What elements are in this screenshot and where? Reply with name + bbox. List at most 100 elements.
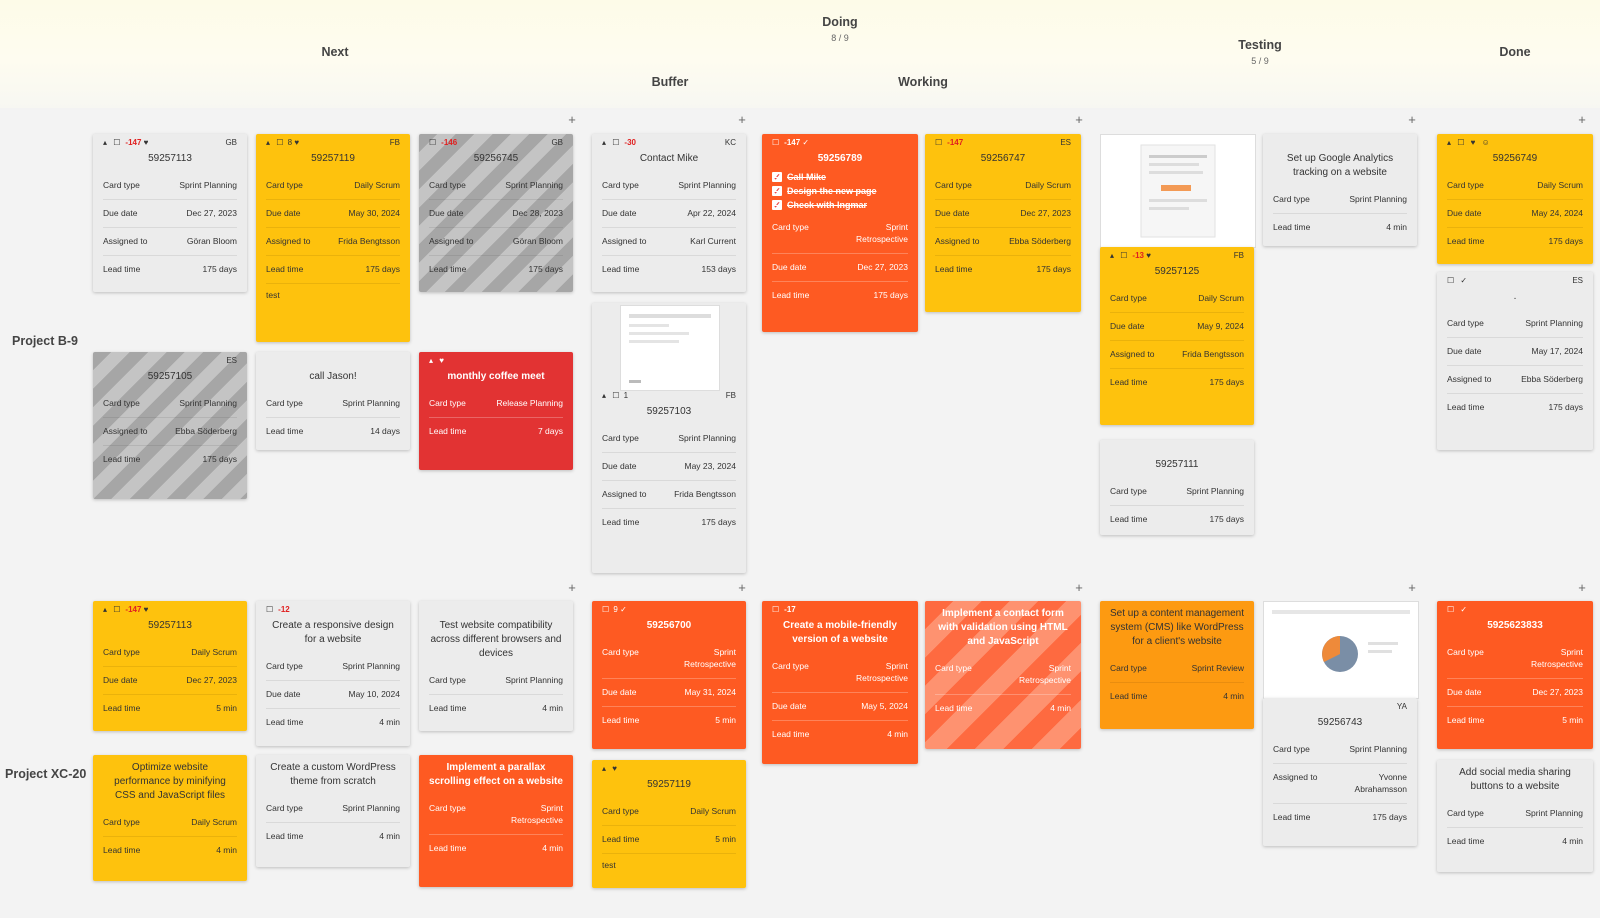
add-card-button[interactable]: +	[738, 112, 746, 127]
kanban-card[interactable]: YA 59256743 Card type Sprint Planning Ass…	[1263, 698, 1417, 846]
kanban-card[interactable]: ☐ -147 ES 59256747 Card type Daily Scrum Du…	[925, 134, 1081, 312]
card-title: 59256789	[817, 153, 863, 164]
field-label: Assigned to	[1447, 374, 1492, 384]
card-title: 59256749	[1492, 153, 1538, 164]
add-card-button[interactable]: +	[1075, 112, 1083, 127]
kanban-card[interactable]: call Jason! Card type Sprint Planning Lea…	[256, 352, 410, 450]
field-label: Card type	[1447, 318, 1484, 328]
kanban-card[interactable]: ☐ -147 ✓ 59256789 ✓ Call Mike ✓ Design the …	[762, 134, 918, 332]
kanban-card[interactable]: Add social media sharing buttons to a we…	[1437, 760, 1593, 872]
lead-time-value: 4 min	[379, 717, 400, 727]
field-label: Card type	[429, 675, 466, 685]
column-header-doing[interactable]: Doing	[822, 15, 858, 29]
checklist-item[interactable]: ✓ Design the new page	[772, 186, 908, 196]
add-card-button[interactable]: +	[1578, 112, 1586, 127]
field-label: Lead time	[266, 717, 304, 727]
kanban-card[interactable]: ☐ ✓ ES . Card type Sprint Planning Due dat…	[1437, 272, 1593, 450]
kanban-card[interactable]: ☐ -17 Create a mobile-friendly version of…	[762, 601, 918, 764]
kanban-card[interactable]: ▴ ☐ -147 ♥ GB 59257113 Card type Sprint Pla…	[93, 134, 247, 292]
column-header-next[interactable]: Next	[321, 45, 349, 59]
checkbox-checked-icon[interactable]: ✓	[772, 172, 782, 182]
card-note: test	[266, 290, 280, 300]
card-flag-icons: ▴ ☐	[602, 391, 622, 400]
add-card-button[interactable]: +	[568, 580, 576, 595]
card-title: Test website compatibility across differ…	[430, 620, 562, 659]
due-date-value: May 30, 2024	[348, 208, 400, 218]
kanban-card[interactable]: ▴ ☐ ♥ ☺ 59256749 Card type Daily Scrum Du…	[1437, 134, 1593, 264]
card-type-value: Daily Scrum	[1198, 293, 1244, 303]
attachment-thumbnail[interactable]	[620, 305, 720, 391]
kanban-card[interactable]: ☐ -146 GB 59256745 Card type Sprint Plannin…	[419, 134, 573, 292]
kanban-card[interactable]: ☐ -12 Create a responsive design for a we…	[256, 601, 410, 746]
kanban-card[interactable]: ▴ ☐ 1 FB 59257103 Card type Sprint Plannin…	[592, 303, 746, 573]
checklist-item[interactable]: ✓ Call Mike	[772, 172, 908, 182]
lead-time-value: 4 min	[542, 843, 563, 853]
checkbox-checked-icon[interactable]: ✓	[772, 186, 782, 196]
kanban-card[interactable]: Set up a content management system (CMS)…	[1100, 601, 1254, 729]
card-title: Set up a content management system (CMS)…	[1110, 608, 1244, 647]
add-card-button[interactable]: +	[568, 112, 576, 127]
kanban-card[interactable]: ▴ ♥ monthly coffee meet Card type Release…	[419, 352, 573, 470]
attachment-thumbnail[interactable]	[1263, 601, 1419, 699]
add-card-button[interactable]: +	[738, 580, 746, 595]
assignee-value: Ebba Söderberg	[1009, 236, 1071, 246]
calendar-icon: ☐	[935, 138, 945, 147]
column-header-buffer[interactable]: Buffer	[651, 75, 689, 89]
kanban-card[interactable]: Implement a contact form with validation…	[925, 601, 1081, 749]
due-date-value: May 10, 2024	[348, 689, 400, 699]
attachment-thumbnail[interactable]	[1100, 134, 1256, 248]
kanban-card[interactable]: Implement a parallax scrolling effect on…	[419, 755, 573, 887]
field-label: Due date	[772, 262, 807, 272]
assignee-initials: FB	[725, 391, 736, 400]
add-card-button[interactable]: +	[1408, 580, 1416, 595]
field-label: Lead time	[1273, 812, 1311, 822]
field-label: Card type	[1273, 744, 1310, 754]
checkbox-checked-icon[interactable]: ✓	[772, 200, 782, 210]
kanban-card[interactable]: Test website compatibility across differ…	[419, 601, 573, 731]
kanban-card[interactable]: 59257111 Card type Sprint Planning Lead t…	[1100, 440, 1254, 535]
column-header-testing[interactable]: Testing	[1238, 38, 1282, 52]
add-card-button[interactable]: +	[1408, 112, 1416, 127]
kanban-card[interactable]: ▴ ♥ 59257119 Card type Daily Scrum Lead t…	[592, 760, 746, 888]
card-title: 59257111	[1155, 459, 1199, 470]
card-flag-icons: ▴ ☐	[602, 138, 622, 147]
card-title: 5925623833	[1487, 620, 1543, 631]
lead-time-value: 5 min	[715, 834, 736, 844]
add-card-button[interactable]: +	[1578, 580, 1586, 595]
card-title: Implement a contact form with validation…	[938, 608, 1068, 647]
card-title: 59257119	[311, 153, 355, 164]
kanban-card[interactable]: Set up Google Analytics tracking on a we…	[1263, 134, 1417, 246]
field-label: Card type	[103, 647, 140, 657]
checklist-item[interactable]: ✓ Check with Ingmar	[772, 200, 908, 210]
kanban-card[interactable]: ▴ ☐ 8 ♥ FB 59257119 Card type Daily Scrum …	[256, 134, 410, 342]
kanban-card[interactable]: Create a custom WordPress theme from scr…	[256, 755, 410, 867]
kanban-card[interactable]: ☐ ✓ 5925623833 Card type Sprint Retrospec…	[1437, 601, 1593, 749]
field-label: Assigned to	[602, 236, 647, 246]
kanban-card[interactable]: ▴ ☐ -147 ♥ 59257113 Card type Daily Scrum …	[93, 601, 247, 731]
overdue-days: -13	[1132, 251, 1144, 260]
kanban-card[interactable]: Optimize website performance by minifyin…	[93, 755, 247, 881]
lead-time-value: 4 min	[216, 845, 237, 855]
field-label: Card type	[772, 661, 809, 671]
lead-time-value: 5 min	[216, 703, 237, 713]
calendar-icon: ☐ ✓	[1447, 605, 1470, 614]
field-label: Assigned to	[429, 236, 474, 246]
kanban-card[interactable]: ☐ 9 ✓ 59256700 Card type Sprint Retrospec…	[592, 601, 746, 749]
add-card-button[interactable]: +	[1075, 580, 1083, 595]
due-date-value: Dec 27, 2023	[1532, 687, 1583, 697]
kanban-card[interactable]: ▴ ☐ -30 KC Contact Mike Card type Sprint Pl…	[592, 134, 746, 292]
lane-label-project-xc20[interactable]: Project XC-20	[5, 767, 87, 781]
column-header-done[interactable]: Done	[1499, 45, 1531, 59]
kanban-card[interactable]: ▴ ☐ -13 ♥ FB 59257125 Card type Daily Scrum…	[1100, 247, 1254, 425]
lane-label-project-b9[interactable]: Project B-9	[12, 334, 78, 348]
card-type-value: Sprint Retrospective	[511, 803, 563, 825]
card-flag-icons: ▴ ♥	[429, 356, 446, 365]
field-label: Lead time	[1110, 514, 1148, 524]
column-header-working[interactable]: Working	[898, 75, 948, 89]
attachment-preview-icon	[1140, 144, 1216, 238]
card-type-value: Sprint Retrospective	[1019, 663, 1071, 685]
card-type-value: Release Planning	[496, 398, 563, 408]
lead-time-value: 4 min	[1386, 222, 1407, 232]
kanban-card[interactable]: ES 59257105 Card type Sprint Planning Ass…	[93, 352, 247, 499]
card-title: monthly coffee meet	[447, 371, 545, 382]
